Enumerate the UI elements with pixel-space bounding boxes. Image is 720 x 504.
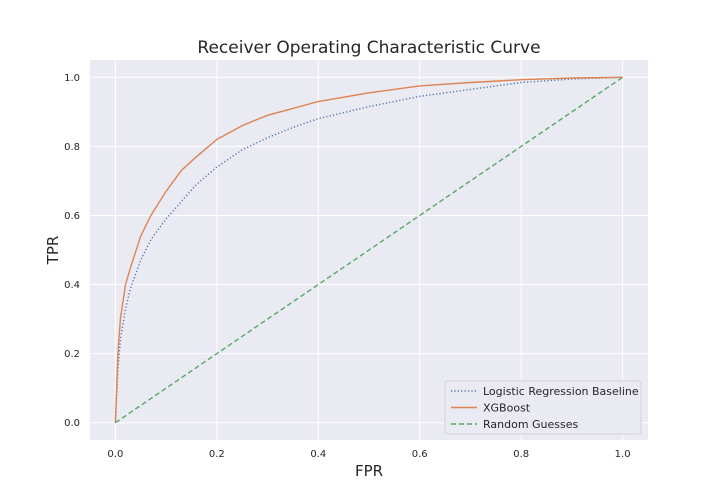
chart-title: Receiver Operating Characteristic Curve	[197, 38, 540, 58]
y-tick-label: 0.4	[64, 280, 80, 291]
legend-box	[444, 380, 642, 435]
series-line-2	[114, 76, 623, 423]
x-tick-label: 0.2	[209, 449, 225, 460]
y-tick-labels: 0.0 0.2 0.4 0.6 0.8 1.0	[64, 73, 80, 429]
y-tick-label: 0.2	[64, 349, 80, 360]
series-layer	[114, 76, 623, 424]
x-tick-label: 1.0	[615, 449, 631, 460]
x-tick-label: 0.6	[412, 449, 428, 460]
legend-label-3: Random Guesses	[483, 418, 579, 431]
series-line-3	[115, 76, 623, 424]
y-tick-label: 0.6	[64, 211, 80, 222]
grid-lines	[90, 60, 648, 440]
y-axis-title: TPR	[44, 236, 62, 266]
legend-label-2: XGBoost	[483, 402, 531, 415]
x-tick-label: 0.4	[310, 449, 326, 460]
y-tick-label: 0.0	[64, 418, 80, 429]
x-tick-label: 0.0	[107, 449, 123, 460]
y-tick-label: 1.0	[64, 73, 80, 84]
legend: Logistic Regression Baseline XGBoost Rando…	[444, 380, 642, 435]
x-tick-labels: 0.0 0.2 0.4 0.6 0.8 1.0	[107, 449, 630, 460]
y-tick-label: 0.8	[64, 142, 80, 153]
series-line-1	[114, 76, 623, 423]
x-axis-title: FPR	[355, 462, 383, 480]
legend-label-1: Logistic Regression Baseline	[483, 385, 639, 398]
x-tick-label: 0.8	[513, 449, 529, 460]
